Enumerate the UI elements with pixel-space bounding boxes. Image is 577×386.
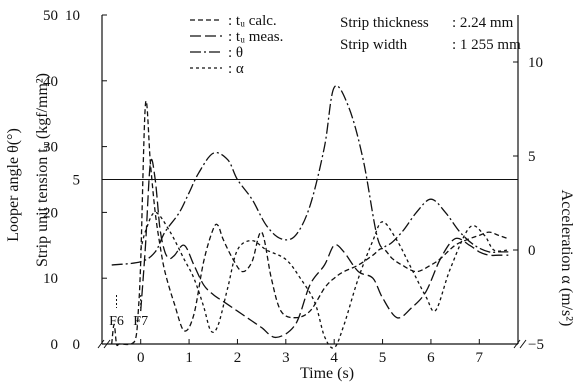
data-point-3	[333, 347, 336, 350]
theta-tick-label: 40	[43, 74, 58, 90]
x-tick-label: 2	[234, 350, 242, 366]
theta-tick-label: 10	[43, 271, 58, 287]
data-point-0	[507, 237, 510, 240]
strip-thickness-value: : 2.24 mm	[452, 15, 514, 31]
data-point-3	[372, 239, 375, 242]
x-tick-label: 3	[282, 350, 290, 366]
axes	[97, 15, 527, 349]
y-axis-label-accel: Acceleration α (m/s²)	[558, 190, 575, 327]
accel-tick-label: −5	[528, 337, 544, 353]
legend-label: : tᵤ calc.	[228, 13, 277, 29]
series-line-2	[111, 85, 509, 266]
legend: : tᵤ calc.: tᵤ meas.: θ: α	[190, 13, 283, 77]
theta-tick-label: 20	[43, 205, 58, 221]
x-tick-label: 5	[379, 350, 387, 366]
accel-tick-label: 5	[528, 149, 536, 165]
data-point-2	[473, 244, 476, 247]
legend-label: : α	[228, 61, 244, 77]
data-point-1	[159, 228, 162, 231]
x-tick-label: 0	[137, 350, 145, 366]
series-lines	[111, 85, 510, 350]
legend-label: : tᵤ meas.	[228, 29, 283, 45]
tension-tick-label: 5	[73, 173, 81, 189]
series-line-1	[140, 158, 509, 339]
data-point-1	[294, 323, 297, 326]
reference-lines	[102, 179, 518, 345]
data-point-2	[178, 211, 181, 214]
stand-mark-label: F6	[109, 314, 124, 329]
tick-labels: 0 1 2 3 4 5 6 7 0 10 20 30 40 50 0 5 10 −5 0 5 10	[43, 8, 544, 366]
x-tick-label: 1	[185, 350, 193, 366]
x-axis-label: Time (s)	[300, 365, 354, 382]
series-line-0	[111, 100, 509, 347]
x-tick-label: 4	[330, 350, 338, 366]
stand-mark-label: F7	[133, 314, 148, 329]
tension-tick-label: 0	[73, 337, 81, 353]
x-tick-label: 7	[476, 350, 484, 366]
data-point-0	[415, 270, 418, 273]
strip-thickness-label: Strip thickness	[340, 15, 429, 31]
y-axis-label-tension: Strip unit tension tᵤ (kgf/mm²)	[34, 73, 51, 267]
data-point-1	[381, 297, 384, 300]
theta-tick-label: 30	[43, 140, 58, 156]
theta-tick-label: 0	[51, 337, 59, 353]
accel-tick-label: 0	[528, 243, 536, 259]
series-line-3	[140, 211, 509, 349]
accel-tick-label: 10	[528, 55, 543, 71]
strip-width-value: : 1 255 mm	[452, 37, 521, 53]
data-point-0	[270, 277, 273, 280]
y-axis-label-theta: Looper angle θ(°)	[5, 128, 22, 242]
tension-tick-label: 10	[65, 8, 80, 24]
data-point-3	[193, 277, 196, 280]
stand-marks: F6 F7	[109, 295, 148, 329]
strip-width-label: Strip width	[340, 37, 408, 53]
x-tick-label: 6	[427, 350, 435, 366]
theta-tick-label: 50	[43, 8, 58, 24]
legend-label: : θ	[228, 45, 243, 61]
